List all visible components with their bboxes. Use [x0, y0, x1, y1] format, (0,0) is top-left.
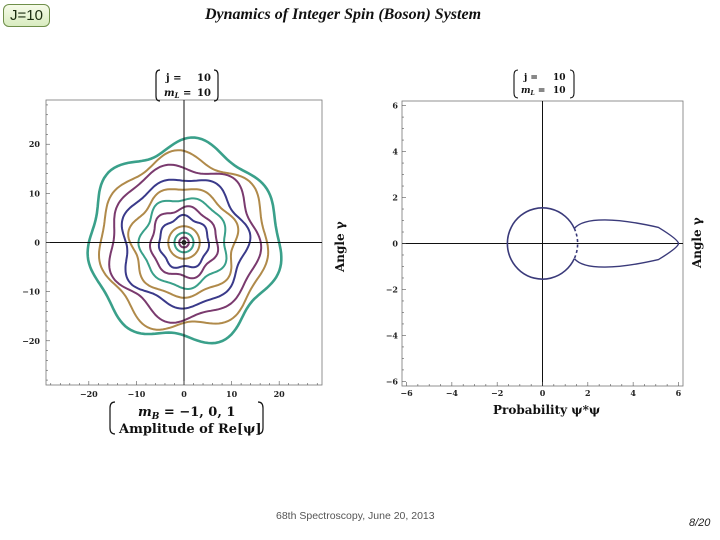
right-matrix-row1-val: 10	[553, 73, 566, 83]
left-xlabel-line2: Amplitude of Re[ψ]	[118, 422, 262, 437]
left-ytick-label: −20	[22, 336, 40, 346]
right-ytick-label: −6	[386, 376, 399, 386]
right-xtick-label: −2	[491, 388, 503, 398]
left-plot: −20 −10 0 10 20 20 10 0 −10 −20	[22, 99, 323, 399]
left-xtick-label: 20	[274, 389, 286, 399]
right-plot-axes	[402, 101, 683, 386]
left-xtick-label: 0	[181, 389, 187, 399]
left-matrix-row1-val: 10	[197, 73, 211, 84]
left-xtick-label: −10	[127, 389, 145, 399]
left-matrix-row2-val: 10	[197, 88, 211, 99]
right-plot-ticks: −6 −4 −2 0 2 4 6 6 4 2 0 −2 −4 −6	[386, 101, 682, 398]
left-matrix-row2: mL =	[164, 88, 191, 100]
slide-title: Dynamics of Integer Spin (Boson) System	[205, 6, 482, 23]
right-ytick-label: −4	[386, 330, 399, 340]
left-ytick-label: −10	[22, 287, 40, 297]
page-number: 8/20	[689, 517, 711, 529]
left-xlabel: mB = −1, 0, 1 Amplitude of Re[ψ]	[109, 401, 264, 437]
right-matrix-label: j = 10 mL = 10	[513, 69, 575, 99]
right-ytick-label: 2	[392, 193, 398, 203]
right-ytick-label: 0	[392, 239, 398, 249]
right-xtick-label: −4	[446, 388, 459, 398]
left-ytick-label: 20	[29, 139, 41, 149]
left-matrix-row1: j =	[165, 73, 181, 84]
left-ytick-label: 0	[34, 238, 40, 248]
slide-footer: 68th Spectroscopy, June 20, 2013	[276, 510, 435, 522]
right-xlabel: Probability ψ*ψ	[493, 403, 600, 417]
slide-badge: J=10	[3, 4, 50, 27]
probability-circle-dashed	[573, 228, 579, 259]
right-ytick-label: 6	[392, 101, 398, 111]
right-xtick-label: 4	[630, 388, 636, 398]
right-matrix-row2: mL =	[521, 86, 545, 97]
right-xtick-label: −6	[400, 388, 413, 398]
left-side-ylabel: Angle γ	[333, 221, 347, 273]
right-ytick-label: 4	[392, 147, 398, 157]
left-matrix-label: j = 10 mL = 10	[155, 69, 219, 102]
probability-lobe	[573, 219, 680, 268]
left-xtick-label: 10	[226, 389, 238, 399]
left-xtick-label: −20	[80, 389, 98, 399]
right-xtick-label: 6	[676, 388, 682, 398]
right-matrix-row1: j =	[523, 73, 538, 83]
right-ytick-label: −2	[386, 284, 398, 294]
right-xtick-label: 0	[540, 388, 546, 398]
right-xtick-label: 2	[585, 388, 591, 398]
right-ylabel: Angle γ	[690, 217, 704, 269]
left-xlabel-line1: mB = −1, 0, 1	[138, 405, 235, 422]
left-ytick-label: 10	[29, 188, 41, 198]
right-plot: −6 −4 −2 0 2 4 6 6 4 2 0 −2 −4 −6	[386, 101, 684, 398]
left-plot-ticks: −20 −10 0 10 20 20 10 0 −10 −20	[22, 104, 318, 399]
center-point	[181, 240, 187, 245]
right-matrix-row2-val: 10	[553, 86, 566, 96]
probability-circle	[506, 207, 576, 280]
